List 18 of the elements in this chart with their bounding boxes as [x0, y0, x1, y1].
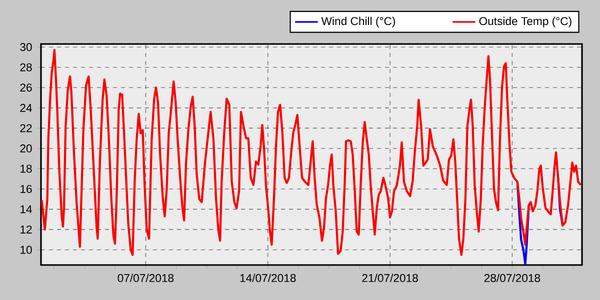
legend-label: Outside Temp (°C) — [479, 16, 572, 28]
y-tick-label: 16 — [20, 184, 32, 193]
x-tick-label: 21/07/2018 — [362, 274, 418, 282]
y-tick-label: 22 — [20, 124, 32, 132]
y-tick-label: 26 — [20, 84, 32, 92]
y-tick-label: 28 — [20, 63, 32, 72]
y-tick-label: 20 — [20, 144, 32, 152]
y-tick-label: 14 — [20, 205, 32, 214]
y-tick-label: 10 — [20, 246, 32, 254]
y-tick-label: 24 — [20, 104, 32, 112]
legend-label: Wind Chill (°C) — [321, 16, 396, 28]
x-tick-label: 14/07/2018 — [240, 274, 296, 282]
x-tick-label: 07/07/2018 — [118, 274, 174, 282]
y-tick-label: 18 — [20, 164, 32, 173]
y-tick-label: 30 — [20, 43, 32, 52]
x-tick-label: 28/07/2018 — [484, 274, 540, 282]
y-tick-label: 12 — [20, 226, 32, 234]
line-series — [41, 49, 582, 256]
